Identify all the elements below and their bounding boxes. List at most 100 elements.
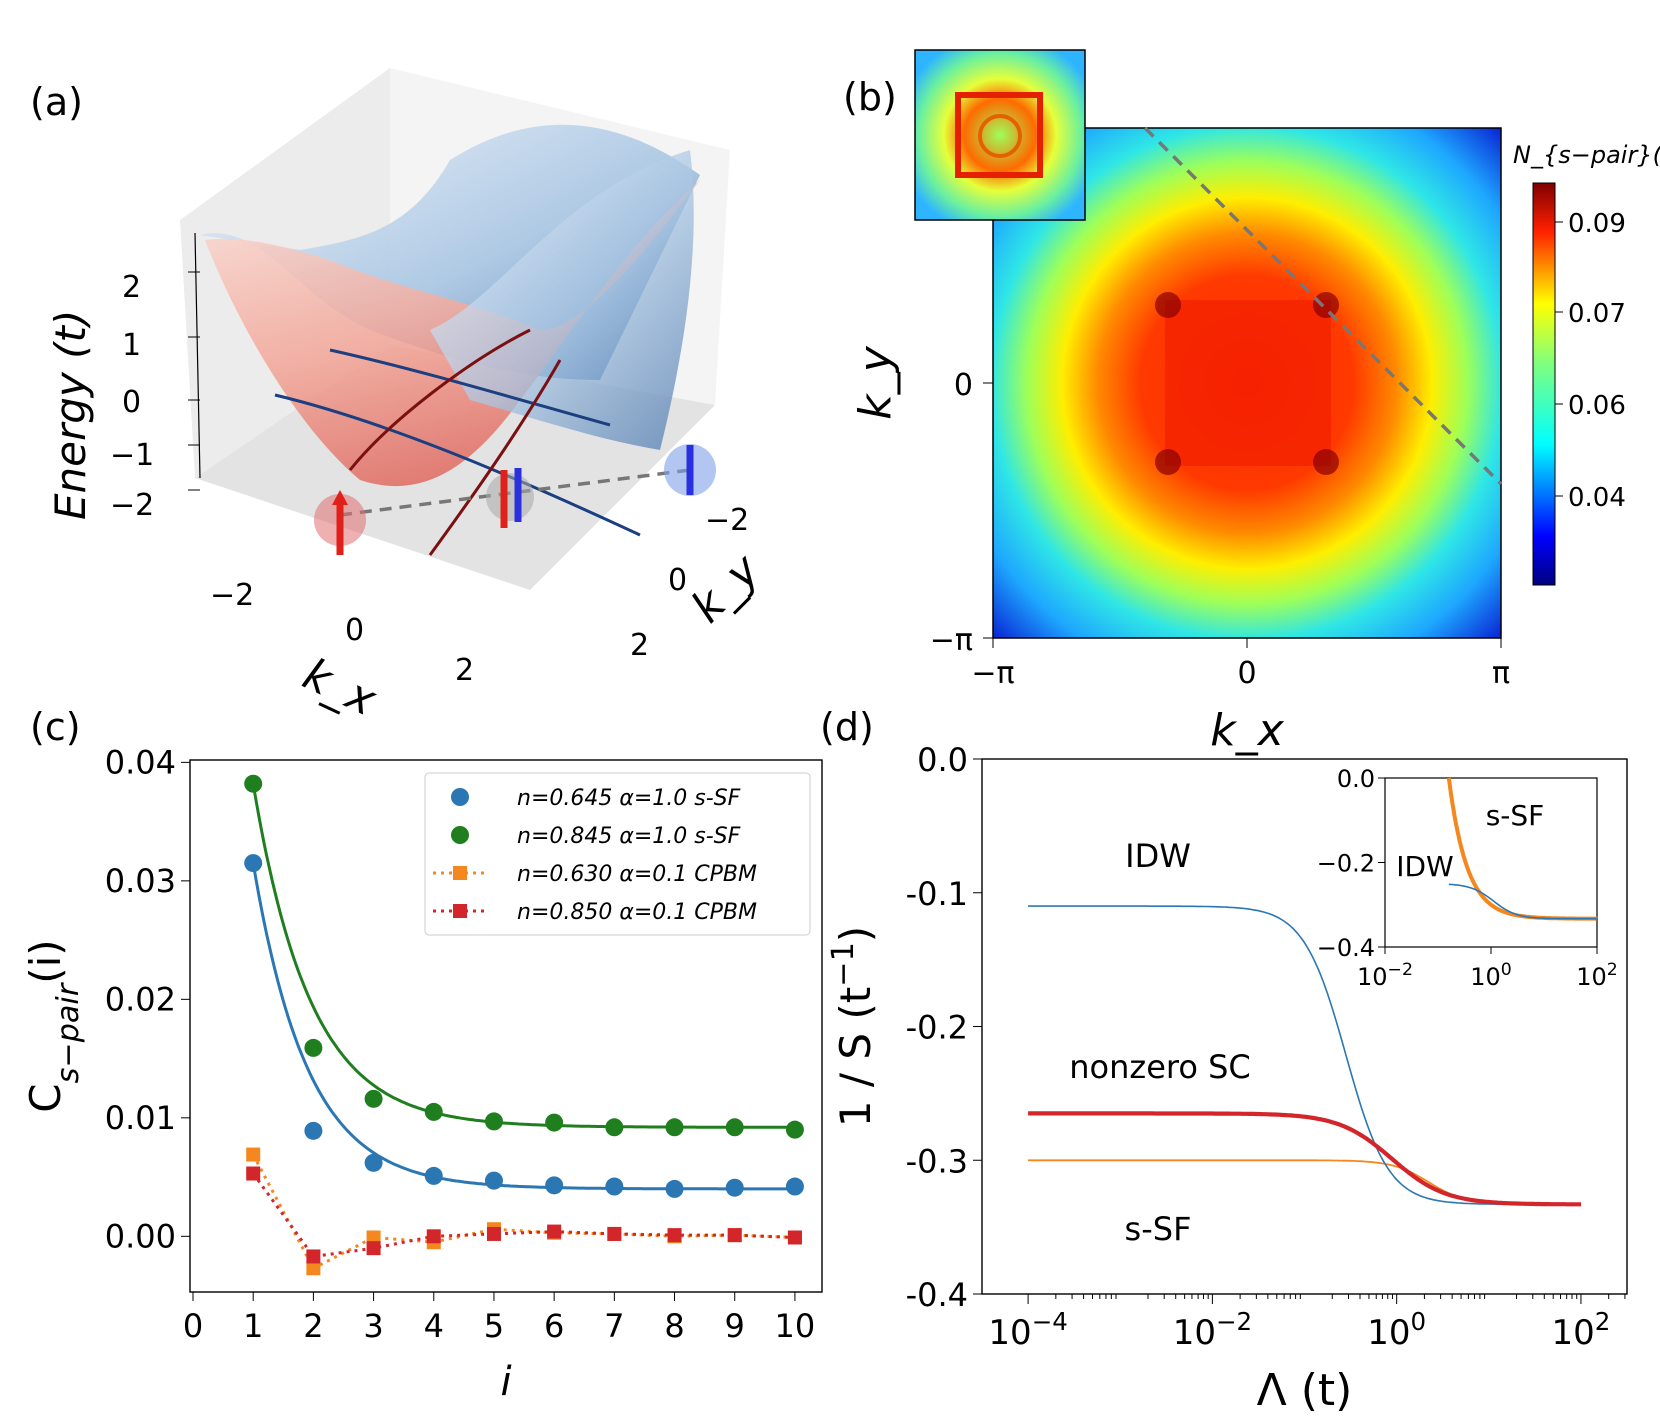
panel-a-label: (a) bbox=[30, 80, 83, 124]
x-tick-label: −π bbox=[971, 656, 1014, 691]
y-tick-label: −2 bbox=[705, 503, 749, 538]
data-point bbox=[607, 1226, 622, 1241]
panel-c-label: (c) bbox=[30, 705, 81, 749]
series-line-s-sf bbox=[1028, 1159, 1581, 1206]
inset-y-tick-label: −0.2 bbox=[1317, 850, 1375, 878]
data-point bbox=[244, 774, 263, 793]
data-point bbox=[605, 1118, 624, 1137]
plot-c: 0 1 2 3 4 5 6 7 8 9 10 0.00 0.01 0.02 0.03 0.04 i Cs−pair… bbox=[21, 743, 823, 1405]
legend-marker bbox=[453, 866, 467, 880]
data-point bbox=[304, 1121, 323, 1140]
x-tick-label: 7 bbox=[604, 1307, 624, 1345]
data-point bbox=[665, 1179, 684, 1198]
panel-d-label: (d) bbox=[820, 705, 874, 749]
data-point bbox=[426, 1229, 441, 1244]
band-line-2 bbox=[329, 348, 611, 427]
y-tick-label: 0 bbox=[668, 563, 687, 598]
heatmap-dark-spot bbox=[1155, 292, 1181, 318]
heatmap-dark-spot bbox=[1313, 449, 1339, 475]
data-point bbox=[424, 1102, 443, 1121]
x-tick-label: 2 bbox=[455, 653, 474, 688]
data-point bbox=[246, 1147, 261, 1162]
x-tick-label: 10−4 bbox=[988, 1307, 1067, 1354]
x-axis-label: k_x bbox=[1210, 705, 1284, 756]
data-point bbox=[547, 1224, 562, 1239]
panel-b-label: (b) bbox=[843, 75, 897, 119]
z-tick-label: −1 bbox=[110, 438, 154, 473]
legend-label: n=0.845 α=1.0 s-SF bbox=[517, 824, 741, 849]
z-axis bbox=[194, 232, 201, 479]
panel-b: (b) −π 0 π 0 −π k_x k_y N_{s−pair}(k) 0.… bbox=[843, 49, 1660, 756]
inset-thumbnail-ring bbox=[978, 114, 1022, 158]
data-point bbox=[366, 1230, 381, 1245]
spin-up-left-head bbox=[332, 490, 348, 505]
data-point bbox=[364, 1089, 383, 1108]
y-tick-label: 0.0 bbox=[917, 741, 968, 779]
data-point bbox=[484, 1112, 503, 1131]
fit-curve bbox=[251, 862, 795, 1191]
inset-x-tick-label: 10−2 bbox=[1357, 960, 1413, 991]
inset-x-tick-label: 102 bbox=[1576, 960, 1618, 991]
x-tick-label: −2 bbox=[210, 578, 254, 613]
panel-d: (d) 10−4 10−2 100 102 0.0 -0.1 -0.2 -0.3 -0.4 Λ (… bbox=[820, 705, 1628, 1416]
x-tick-label: 100 bbox=[1367, 1307, 1426, 1354]
annotation-label: IDW bbox=[1125, 837, 1191, 875]
series-line-nonzero-sc bbox=[1028, 1111, 1581, 1207]
legend-marker bbox=[451, 826, 469, 844]
x-tick-label: 5 bbox=[484, 1307, 504, 1345]
panel-c: (c) 0 1 2 3 4 5 6 7 8 9 10 0.00 0.01 0.02 0.03 0.04 i Cs−… bbox=[21, 705, 823, 1405]
inset-series-line bbox=[1448, 883, 1597, 920]
data-point bbox=[787, 1230, 802, 1245]
x-tick-label: 0 bbox=[183, 1307, 203, 1345]
z-tick-label: 2 bbox=[122, 270, 141, 305]
annotation-label: nonzero SC bbox=[1069, 1048, 1250, 1086]
data-point bbox=[364, 1153, 383, 1172]
heatmap-dark-spot bbox=[1155, 449, 1181, 475]
legend-box bbox=[424, 772, 811, 936]
colorbar-tick-label: 0.04 bbox=[1568, 483, 1626, 513]
x-tick-label: 10 bbox=[775, 1307, 816, 1345]
y-tick-label: -0.1 bbox=[906, 875, 968, 913]
data-point bbox=[725, 1178, 744, 1197]
inset-x-tick-label: 100 bbox=[1470, 960, 1512, 991]
y-axis-label: k_y bbox=[850, 345, 901, 419]
x-tick-label: 9 bbox=[725, 1307, 745, 1345]
y-tick-label: 0 bbox=[954, 368, 973, 403]
x-tick-label: 102 bbox=[1552, 1307, 1611, 1354]
y-axis-label: Cs−pair(i) bbox=[21, 939, 86, 1112]
legend-label: n=0.850 α=0.1 CPBM bbox=[517, 900, 757, 925]
particle-grey-center bbox=[486, 473, 534, 521]
data-point bbox=[725, 1118, 744, 1137]
band-line-1 bbox=[274, 393, 641, 537]
legend-marker bbox=[451, 788, 469, 806]
y-tick-label: 0.02 bbox=[105, 980, 176, 1018]
z-tick-label: −2 bbox=[110, 488, 154, 523]
data-point bbox=[424, 1166, 443, 1185]
data-point bbox=[244, 854, 263, 873]
colorbar-tick-label: 0.07 bbox=[1568, 299, 1626, 329]
y-tick-label: 0.00 bbox=[105, 1217, 176, 1255]
colorbar-tick-label: 0.09 bbox=[1568, 209, 1626, 239]
z-axis-label: Energy (t) bbox=[46, 310, 95, 520]
data-point bbox=[306, 1249, 321, 1264]
inset-thumbnail-square bbox=[955, 92, 1043, 178]
x-tick-label: 10−2 bbox=[1173, 1307, 1252, 1354]
annotation-label: s-SF bbox=[1125, 1210, 1192, 1248]
y-tick-label: 2 bbox=[630, 628, 649, 663]
x-tick-label: 0 bbox=[1237, 656, 1256, 691]
inset-y-tick-label: 0.0 bbox=[1337, 765, 1375, 793]
x-tick-label: 3 bbox=[363, 1307, 383, 1345]
band-line-4 bbox=[428, 359, 562, 556]
x-tick-label: 4 bbox=[424, 1307, 444, 1345]
fermi-dashed-line bbox=[1143, 126, 1503, 486]
legend-marker bbox=[453, 904, 467, 918]
data-point bbox=[545, 1176, 564, 1195]
data-point bbox=[486, 1226, 501, 1241]
x-tick-label: 1 bbox=[243, 1307, 263, 1345]
y-tick-label: -0.3 bbox=[906, 1142, 968, 1180]
data-point bbox=[366, 1241, 381, 1256]
data-point bbox=[665, 1118, 684, 1137]
fit-curve bbox=[251, 783, 795, 1129]
z-tick-label: 0 bbox=[122, 385, 141, 420]
